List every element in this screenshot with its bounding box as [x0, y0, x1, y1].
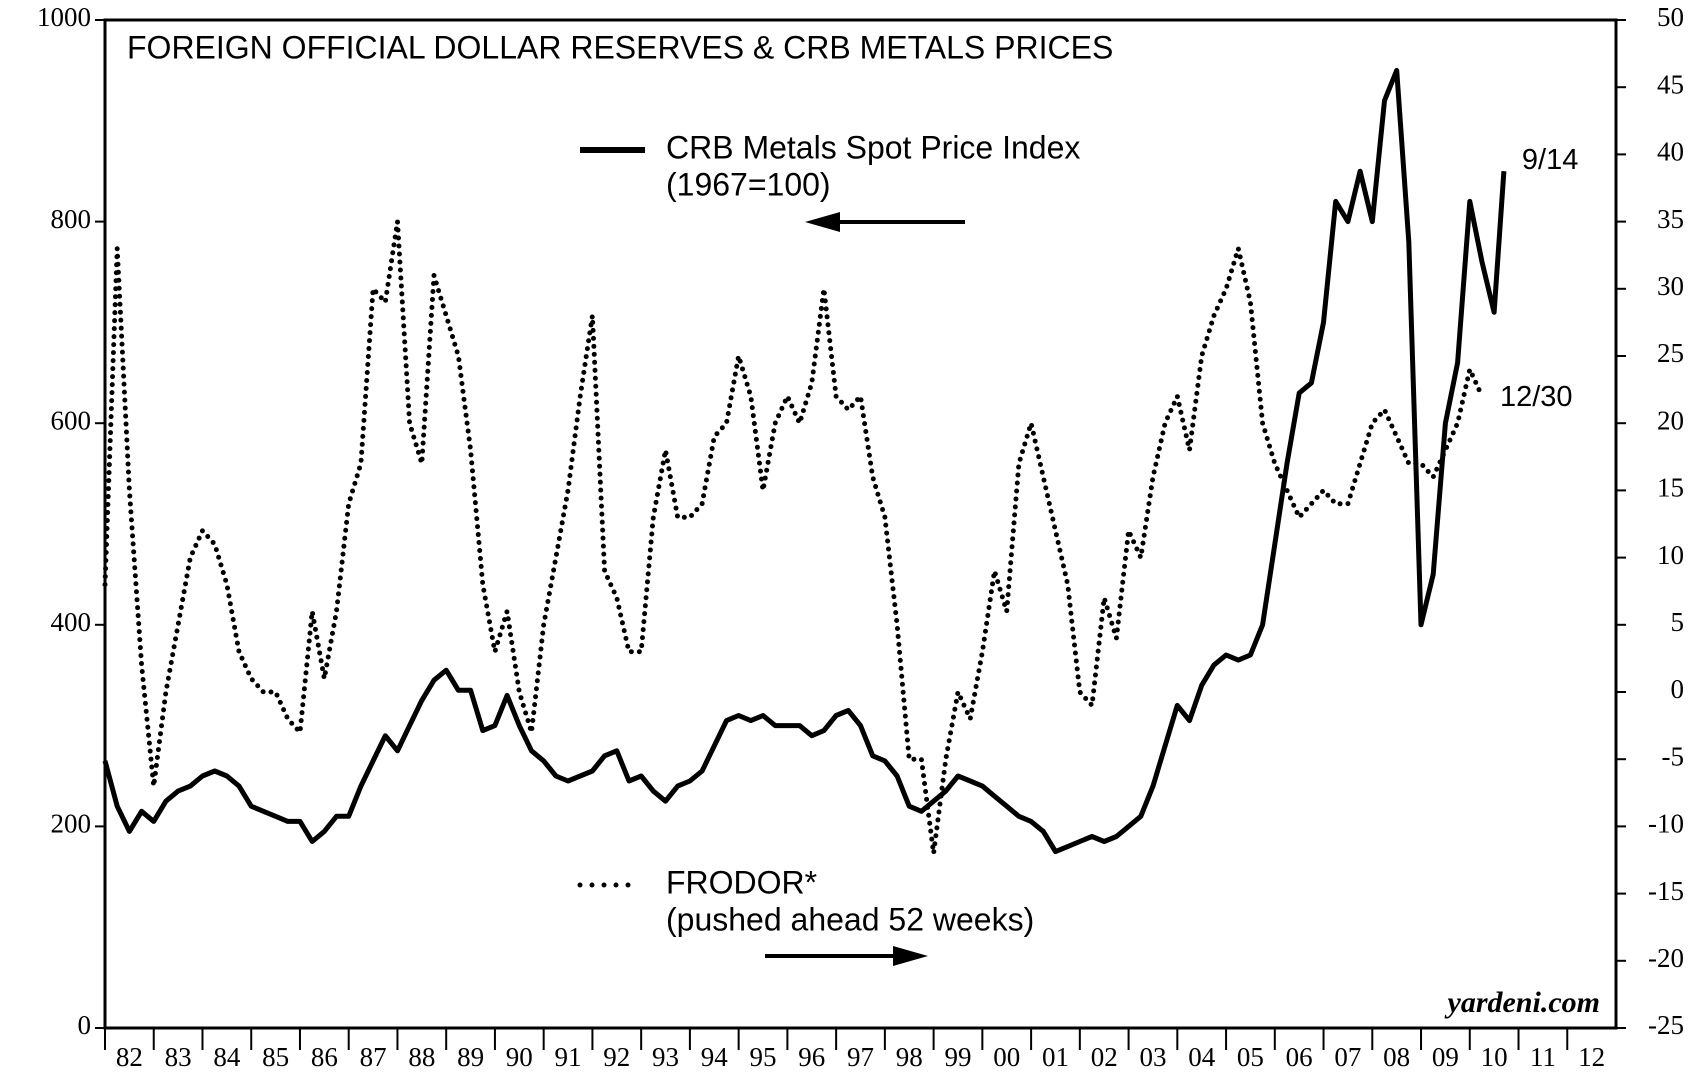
y2-tick-label: 15 [1657, 473, 1684, 503]
x-tick-label: 10 [1481, 1042, 1508, 1072]
y-tick-label: 1000 [37, 2, 91, 32]
x-tick-label: 83 [165, 1042, 192, 1072]
x-tick-label: 94 [701, 1042, 729, 1072]
legend-label: CRB Metals Spot Price Index [666, 129, 1080, 165]
arrow-head [805, 212, 840, 232]
chart-title: FOREIGN OFFICIAL DOLLAR RESERVES & CRB M… [127, 29, 1113, 65]
x-tick-label: 05 [1237, 1042, 1264, 1072]
legend-note: (1967=100) [666, 166, 831, 202]
x-tick-label: 00 [993, 1042, 1020, 1072]
plot-frame [103, 18, 1618, 1030]
x-tick-label: 06 [1286, 1042, 1313, 1072]
y2-tick-label: 10 [1657, 540, 1684, 570]
x-tick-label: 02 [1091, 1042, 1118, 1072]
legend-label: FRODOR* [666, 864, 817, 900]
x-tick-label: 82 [116, 1042, 143, 1072]
x-tick-label: 89 [457, 1042, 484, 1072]
x-tick-label: 88 [408, 1042, 435, 1072]
legend-note: (pushed ahead 52 weeks) [666, 901, 1034, 937]
x-tick-label: 92 [603, 1042, 630, 1072]
x-tick-label: 12 [1578, 1042, 1605, 1072]
y2-tick-label: 30 [1657, 271, 1684, 301]
y2-tick-label: -10 [1648, 809, 1684, 839]
y2-tick-label: 40 [1657, 137, 1684, 167]
source: yardeni.com [1445, 986, 1600, 1019]
y-tick-label: 800 [51, 204, 92, 234]
x-tick-label: 95 [750, 1042, 777, 1072]
y2-tick-label: -15 [1648, 876, 1684, 906]
x-tick-label: 93 [652, 1042, 679, 1072]
y2-tick-label: 50 [1657, 2, 1684, 32]
y2-tick-label: -25 [1648, 1010, 1684, 1040]
y2-tick-label: -5 [1662, 741, 1685, 771]
x-tick-label: 84 [213, 1042, 241, 1072]
x-tick-label: 03 [1139, 1042, 1166, 1072]
end-label: 12/30 [1500, 381, 1573, 413]
x-tick-label: 90 [506, 1042, 533, 1072]
y-tick-label: 200 [51, 809, 92, 839]
x-tick-label: 96 [798, 1042, 825, 1072]
y2-tick-label: -20 [1648, 943, 1684, 973]
x-tick-label: 11 [1530, 1042, 1556, 1072]
line-series [102, 67, 1507, 855]
x-tick-label: 09 [1432, 1042, 1459, 1072]
arrow-head [893, 946, 928, 966]
x-tick-label: 97 [847, 1042, 874, 1072]
x-tick-label: 07 [1334, 1042, 1361, 1072]
x-tick-label: 87 [360, 1042, 387, 1072]
y-tick-label: 600 [51, 405, 92, 435]
y2-tick-label: 5 [1671, 607, 1685, 637]
x-tick-label: 98 [896, 1042, 923, 1072]
y2-tick-label: 25 [1657, 338, 1684, 368]
x-tick-label: 08 [1383, 1042, 1410, 1072]
end-label: 9/14 [1522, 144, 1578, 176]
y2-tick-label: 0 [1671, 674, 1685, 704]
x-tick-label: 99 [944, 1042, 971, 1072]
x-tick-label: 85 [262, 1042, 289, 1072]
y2-tick-label: 35 [1657, 204, 1684, 234]
y2-tick-label: 20 [1657, 405, 1684, 435]
x-tick-label: 04 [1188, 1042, 1216, 1072]
x-tick-label: 86 [311, 1042, 338, 1072]
x-tick-label: 91 [555, 1042, 582, 1072]
y2-tick-label: 45 [1657, 69, 1684, 99]
x-tick-label: 01 [1042, 1042, 1069, 1072]
y-tick-label: 0 [78, 1010, 92, 1040]
y-tick-label: 400 [51, 607, 92, 637]
